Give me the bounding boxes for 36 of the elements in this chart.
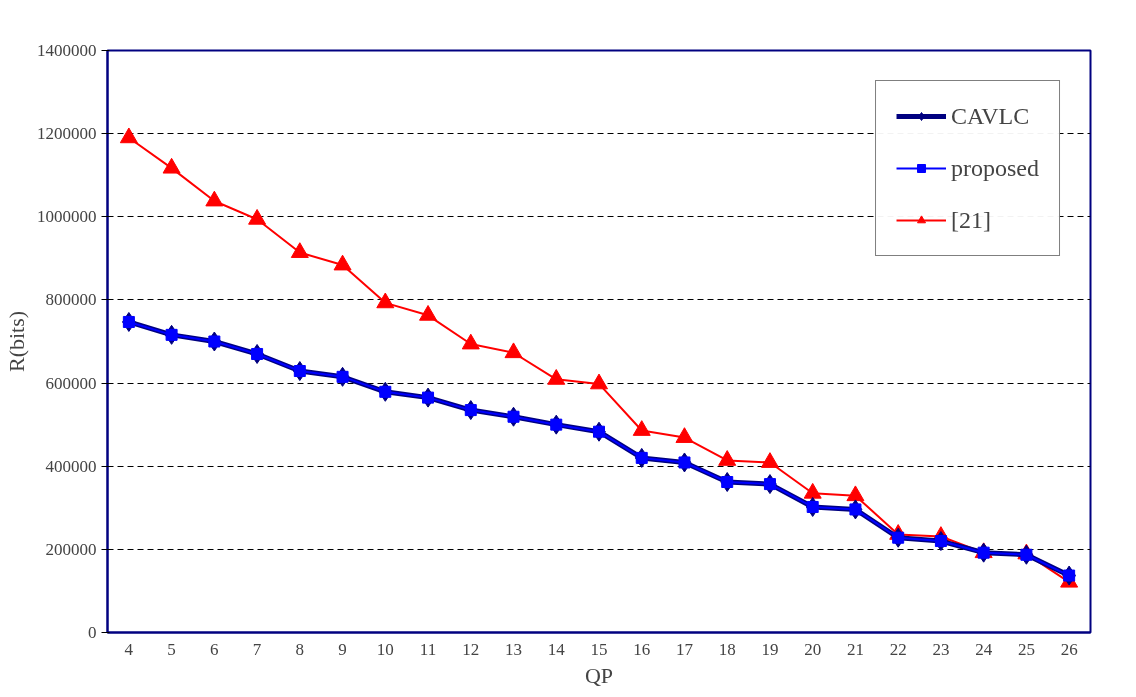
x-tick-label: 9 xyxy=(338,639,347,659)
x-tick-label: 20 xyxy=(804,639,822,659)
x-tick-label: 6 xyxy=(210,639,219,659)
x-tick-label: 22 xyxy=(889,639,907,659)
x-tick-label: 16 xyxy=(633,639,651,659)
legend-label: CAVLC xyxy=(951,101,1030,131)
y-tick-label: 1400000 xyxy=(37,41,97,60)
x-tick-label: 24 xyxy=(975,639,993,659)
x-tick-label: 19 xyxy=(761,639,779,659)
x-tick-label: 4 xyxy=(124,639,134,659)
x-tick-label: 23 xyxy=(932,639,950,659)
x-tick-label: 13 xyxy=(505,639,523,659)
y-tick-label: 800000 xyxy=(45,290,97,310)
x-tick-label: 7 xyxy=(252,639,262,659)
x-tick-label: 18 xyxy=(718,639,736,659)
y-tick-label: 400000 xyxy=(45,456,97,476)
legend-label: proposed xyxy=(951,153,1039,183)
x-tick-label: 25 xyxy=(1017,639,1035,659)
x-tick-label: 17 xyxy=(675,639,694,659)
x-tick-label: 11 xyxy=(419,639,437,659)
x-tick-label: 8 xyxy=(295,639,305,659)
x-tick-label: 5 xyxy=(167,639,176,659)
y-axis-title: R(bits) xyxy=(4,310,29,373)
x-tick-label: 10 xyxy=(376,639,394,659)
legend-label: [21] xyxy=(951,205,991,235)
x-tick-label: 12 xyxy=(462,639,480,659)
x-tick-label: 26 xyxy=(1060,639,1078,659)
x-tick-label: 14 xyxy=(547,639,566,659)
y-tick-label: 600000 xyxy=(45,373,97,393)
x-tick-label: 15 xyxy=(590,639,608,659)
y-tick-label: 1000000 xyxy=(37,207,97,227)
x-tick-label: 21 xyxy=(846,639,864,659)
y-tick-label: 1200000 xyxy=(37,124,97,144)
x-axis-title: QP xyxy=(584,662,614,688)
y-tick-label: 0 xyxy=(88,623,97,642)
y-tick-label: 200000 xyxy=(45,539,97,559)
